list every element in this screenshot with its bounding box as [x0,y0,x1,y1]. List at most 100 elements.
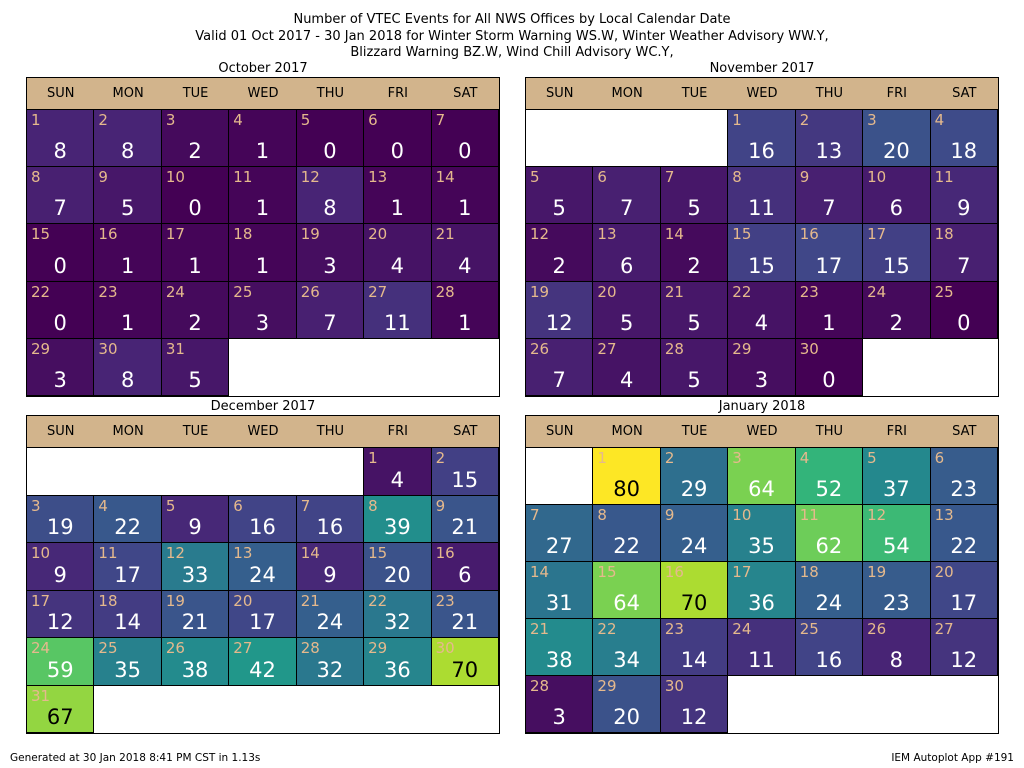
calendar-grid: SUN MON TUE WED THU FRI SAT 1 16 2 13 3 20 4 18 5 5 6 7 7 5 8… [525,77,999,397]
event-count: 1 [390,196,405,221]
weekday-label: SAT [952,424,977,439]
event-count: 1 [255,196,270,221]
day-cell: 12 33 [160,542,230,591]
day-number: 20 [597,282,617,301]
day-cell: 18 1 [228,223,297,282]
event-count: 5 [687,367,701,392]
day-number: 19 [530,282,550,301]
day-cell: 19 23 [862,561,931,619]
day-cell: 16 1 [93,223,162,282]
weekday-label: THU [815,424,844,439]
weekday-label: FRI [387,86,408,101]
day-cell: 20 5 [592,280,661,339]
day-number: 23 [98,282,118,301]
day-number: 22 [597,620,617,638]
day-cell: 2 15 [430,447,499,496]
event-count: 1 [458,196,472,221]
day-cell: 11 9 [929,166,998,225]
day-cell: 29 3 [26,337,95,396]
weekday-header: SUN MON TUE WED THU FRI SAT [526,416,998,448]
event-count: 21 [181,610,209,634]
day-number: 29 [597,677,617,695]
day-cell: 4 22 [93,494,162,543]
day-number: 5 [300,111,311,129]
day-cell: 30 12 [659,675,729,733]
weekday-label: THU [316,86,345,101]
day-number: 10 [732,506,752,524]
day-cell: 16 6 [430,542,499,591]
day-number: 14 [435,168,455,187]
calendar-december-2017: December 2017 SUN MON TUE WED THU FRI SAT 1 4 2 15… [26,399,500,734]
weekday-label: SAT [453,86,478,101]
event-count: 2 [889,310,904,335]
day-cell: 2 29 [659,447,729,505]
day-cell: 9 24 [659,504,729,562]
day-cell: 10 6 [862,166,931,225]
day-number: 13 [934,506,954,524]
day-number: 7 [435,111,446,129]
day-cell: 23 1 [93,280,162,339]
day-number: 18 [233,225,253,244]
day-cell: 19 21 [160,589,230,638]
event-count: 33 [181,562,209,587]
day-cell: 8 22 [592,504,661,562]
event-count: 1 [822,310,836,335]
day-number: 21 [300,591,320,610]
day-cell: 13 24 [228,542,297,591]
day-cell: 28 3 [525,675,594,733]
day-number: 17 [31,591,51,610]
day-cell: 24 59 [26,637,95,686]
weekday-label: TUE [182,424,209,439]
day-cell: 19 12 [525,280,594,339]
day-number: 11 [799,506,819,524]
day-cell: 27 42 [228,637,297,686]
event-count: 2 [188,139,202,164]
event-count: 1 [255,139,270,164]
event-count: 7 [822,196,836,221]
day-number: 30 [664,677,684,695]
day-number: 5 [867,449,877,467]
day-number: 16 [435,544,455,562]
day-number: 8 [732,168,742,187]
weekday-label: TUE [681,424,708,439]
day-cell: 22 0 [26,280,95,339]
day-number: 12 [530,225,550,244]
day-number: 3 [732,449,742,467]
event-count: 42 [249,657,276,682]
day-cell: 13 1 [363,166,432,225]
day-cell: 16 17 [794,223,864,282]
day-cell: 10 0 [160,166,230,225]
calendar-grid: SUN MON TUE WED THU FRI SAT 1 4 2 15 3 19 4 22 5 9 6 16 7 16… [26,415,500,734]
day-number: 28 [664,339,684,358]
day-number: 7 [664,168,675,187]
day-cell: 20 4 [363,223,432,282]
event-count: 8 [323,196,337,221]
day-number: 20 [233,591,253,610]
day-number: 19 [867,563,887,581]
day-number: 22 [732,282,752,301]
event-count: 20 [383,562,411,587]
day-cell: 23 1 [794,280,864,339]
day-cell: 22 32 [363,589,432,638]
day-cell: 15 0 [26,223,95,282]
day-number: 1 [31,111,41,129]
day-number: 21 [530,620,550,638]
day-number: 29 [368,639,388,657]
event-count: 29 [680,477,708,501]
event-count: 0 [53,310,67,335]
event-count: 4 [754,310,769,335]
event-count: 18 [950,139,978,164]
day-number: 7 [300,496,311,515]
event-count: 62 [815,534,843,558]
day-cell: 3 20 [862,109,931,168]
day-number: 6 [934,449,945,467]
day-cell: 26 8 [862,618,931,676]
event-count: 52 [815,477,843,501]
day-number: 27 [597,339,617,358]
